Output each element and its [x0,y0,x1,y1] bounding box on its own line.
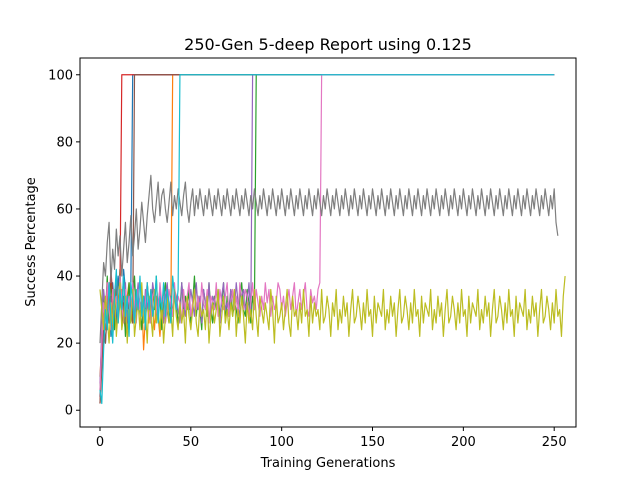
y-tick-label: 80 [56,135,73,150]
x-tick-label: 250 [542,435,567,450]
series-line-8 [99,174,559,344]
series-line-9 [99,275,566,344]
y-axis-label: Success Percentage [24,177,39,307]
y-tick-label: 100 [48,68,73,83]
y-tick-label: 40 [56,270,73,285]
plot-frame [79,57,577,428]
y-axis: 0 20 40 60 80 100 [48,68,80,419]
y-tick-label: 0 [65,404,73,419]
series-line-10 [99,74,555,405]
x-axis-label: Training Generations [260,456,396,471]
series-lines [99,74,566,405]
x-tick-label: 200 [451,435,476,450]
x-tick-label: 100 [269,435,294,450]
chart-title: 250-Gen 5-deep Report using 0.125 [184,35,472,54]
x-tick-label: 50 [183,435,200,450]
y-tick-label: 20 [56,337,73,352]
x-axis: 0 50 100 150 200 250 [96,427,567,450]
x-tick-label: 0 [96,435,104,450]
x-tick-label: 150 [360,435,385,450]
y-tick-label: 60 [56,202,73,217]
